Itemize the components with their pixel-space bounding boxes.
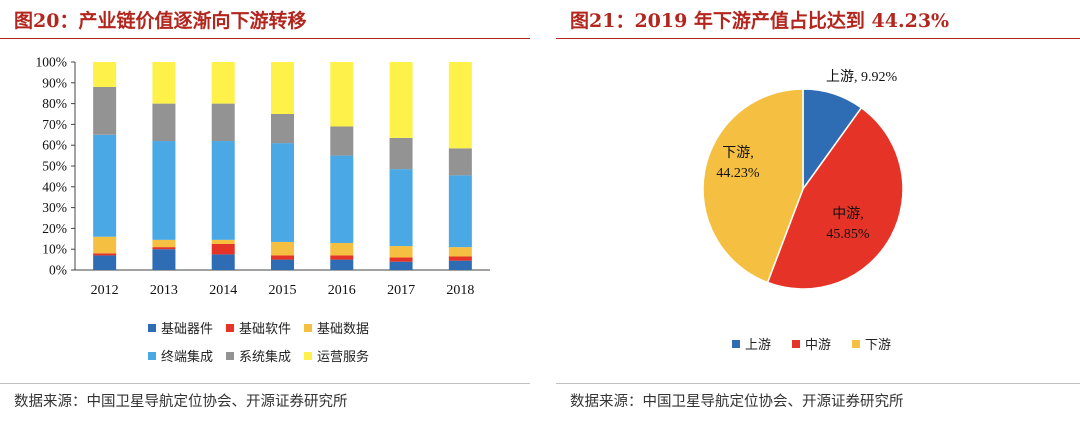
legend-label: 系统集成 — [239, 350, 292, 365]
bar-segment — [330, 62, 354, 127]
bar-segment — [389, 246, 413, 258]
legend-item: 终端集成 — [148, 346, 213, 365]
y-tick-label: 10% — [42, 242, 67, 257]
bar-segment — [93, 86, 117, 135]
y-tick-label: 80% — [42, 96, 67, 111]
legend-swatch — [732, 339, 740, 348]
legend-swatch — [792, 339, 800, 348]
bar-segment — [211, 103, 235, 142]
bar-segment — [448, 148, 472, 176]
bar-segment — [93, 62, 117, 87]
bar-segment — [389, 169, 413, 247]
bar-segment — [211, 62, 235, 104]
bar-segment — [271, 114, 294, 144]
bar-segment — [389, 261, 413, 270]
source-note: 数据来源：中国卫星导航定位协会、开源证券研究所 — [570, 394, 904, 410]
title-divider — [556, 38, 1080, 39]
legend-item: 系统集成 — [226, 346, 291, 365]
x-tick-label: 2014 — [209, 283, 237, 298]
x-tick-label: 2016 — [328, 283, 356, 298]
legend-swatch — [226, 351, 234, 360]
y-tick-label: 30% — [42, 200, 67, 215]
bar-segment — [93, 255, 117, 270]
bar-segment — [330, 242, 354, 256]
legend-swatch — [852, 339, 860, 348]
source-divider — [0, 383, 530, 384]
bar-segment — [448, 260, 472, 270]
pie-slice-中游 — [766, 106, 904, 290]
pie-data-label: 上游, 9.92% — [826, 69, 897, 85]
bar-segment — [93, 253, 117, 256]
y-tick-label: 90% — [42, 75, 67, 90]
bar-segment — [152, 249, 176, 270]
legend-label: 运营服务 — [317, 350, 370, 365]
bar-segment — [271, 241, 294, 256]
x-tick-label: 2015 — [269, 283, 297, 298]
y-tick-label: 70% — [42, 117, 67, 132]
bar-segment — [152, 103, 176, 142]
legend-item: 运营服务 — [304, 346, 369, 365]
bar-segment — [152, 141, 176, 240]
bar-segment — [271, 255, 294, 260]
bar-segment — [93, 236, 117, 254]
pie-data-label-value: 44.23% — [716, 166, 760, 181]
bar-segment — [330, 255, 354, 260]
left-figure-panel: 图20：产业链价值逐渐向下游转移 0% 10% 20% 30% 40% 50% 60% 70%… — [0, 0, 530, 424]
bar-segment — [271, 62, 294, 114]
bar-segment — [330, 259, 354, 270]
x-tick-label: 2013 — [150, 283, 178, 298]
pie-slice-下游 — [702, 88, 804, 284]
y-tick-label: 100% — [36, 55, 68, 70]
title-divider — [0, 38, 530, 39]
bar-segment — [211, 244, 235, 255]
bar-segment — [448, 247, 472, 257]
bar-segment — [152, 62, 176, 104]
pie-data-label-name: 下游, — [722, 145, 754, 161]
y-tick-label: 60% — [42, 138, 67, 153]
pie-data-label-value: 45.85% — [826, 227, 870, 242]
bar-segment — [152, 247, 176, 250]
bar-segment — [211, 254, 235, 270]
y-tick-label: 40% — [42, 179, 67, 194]
bar-segment — [389, 257, 413, 262]
bar-segment — [211, 239, 235, 244]
source-divider — [556, 383, 1080, 384]
bar-segment — [152, 239, 176, 248]
x-tick-label: 2012 — [91, 283, 119, 298]
figure-21-title: 图21：2019 年下游产值占比达到 44.23% — [570, 10, 950, 32]
y-tick-label: 50% — [42, 159, 67, 174]
x-tick-label: 2017 — [387, 283, 415, 298]
figure-20-title: 图20：产业链价值逐渐向下游转移 — [14, 10, 307, 32]
legend-swatch — [148, 351, 156, 360]
stacked-bar-chart: 0% 10% 20% 30% 40% 50% 60% 70% 80% 90% 100% 2012 201… — [36, 55, 490, 298]
bar-segment — [448, 175, 472, 248]
bar-segment — [271, 259, 294, 270]
x-tick-label: 2018 — [446, 283, 474, 298]
right-figure-panel: 图21：2019 年下游产值占比达到 44.23% 上游, 9.92% 中游, 45… — [556, 0, 1080, 424]
bar-segment — [271, 143, 294, 242]
bar-segment — [448, 62, 472, 149]
y-tick-label: 20% — [42, 221, 67, 236]
bar-segment — [211, 141, 235, 240]
y-tick-label: 0% — [49, 263, 67, 278]
bar-segment — [93, 134, 117, 237]
source-note: 数据来源：中国卫星导航定位协会、开源证券研究所 — [14, 394, 348, 410]
bar-segment — [448, 256, 472, 261]
bar-segment — [330, 126, 354, 156]
legend-label: 终端集成 — [161, 350, 214, 365]
legend-swatch — [304, 351, 312, 360]
pie-data-label-name: 中游, — [832, 206, 864, 222]
pie-chart: 上游, 9.92% 中游, 45.85% 下游, 44.23% — [702, 69, 904, 290]
bar-segment — [389, 137, 413, 170]
bar-segment — [330, 155, 354, 243]
bar-segment — [389, 62, 413, 138]
